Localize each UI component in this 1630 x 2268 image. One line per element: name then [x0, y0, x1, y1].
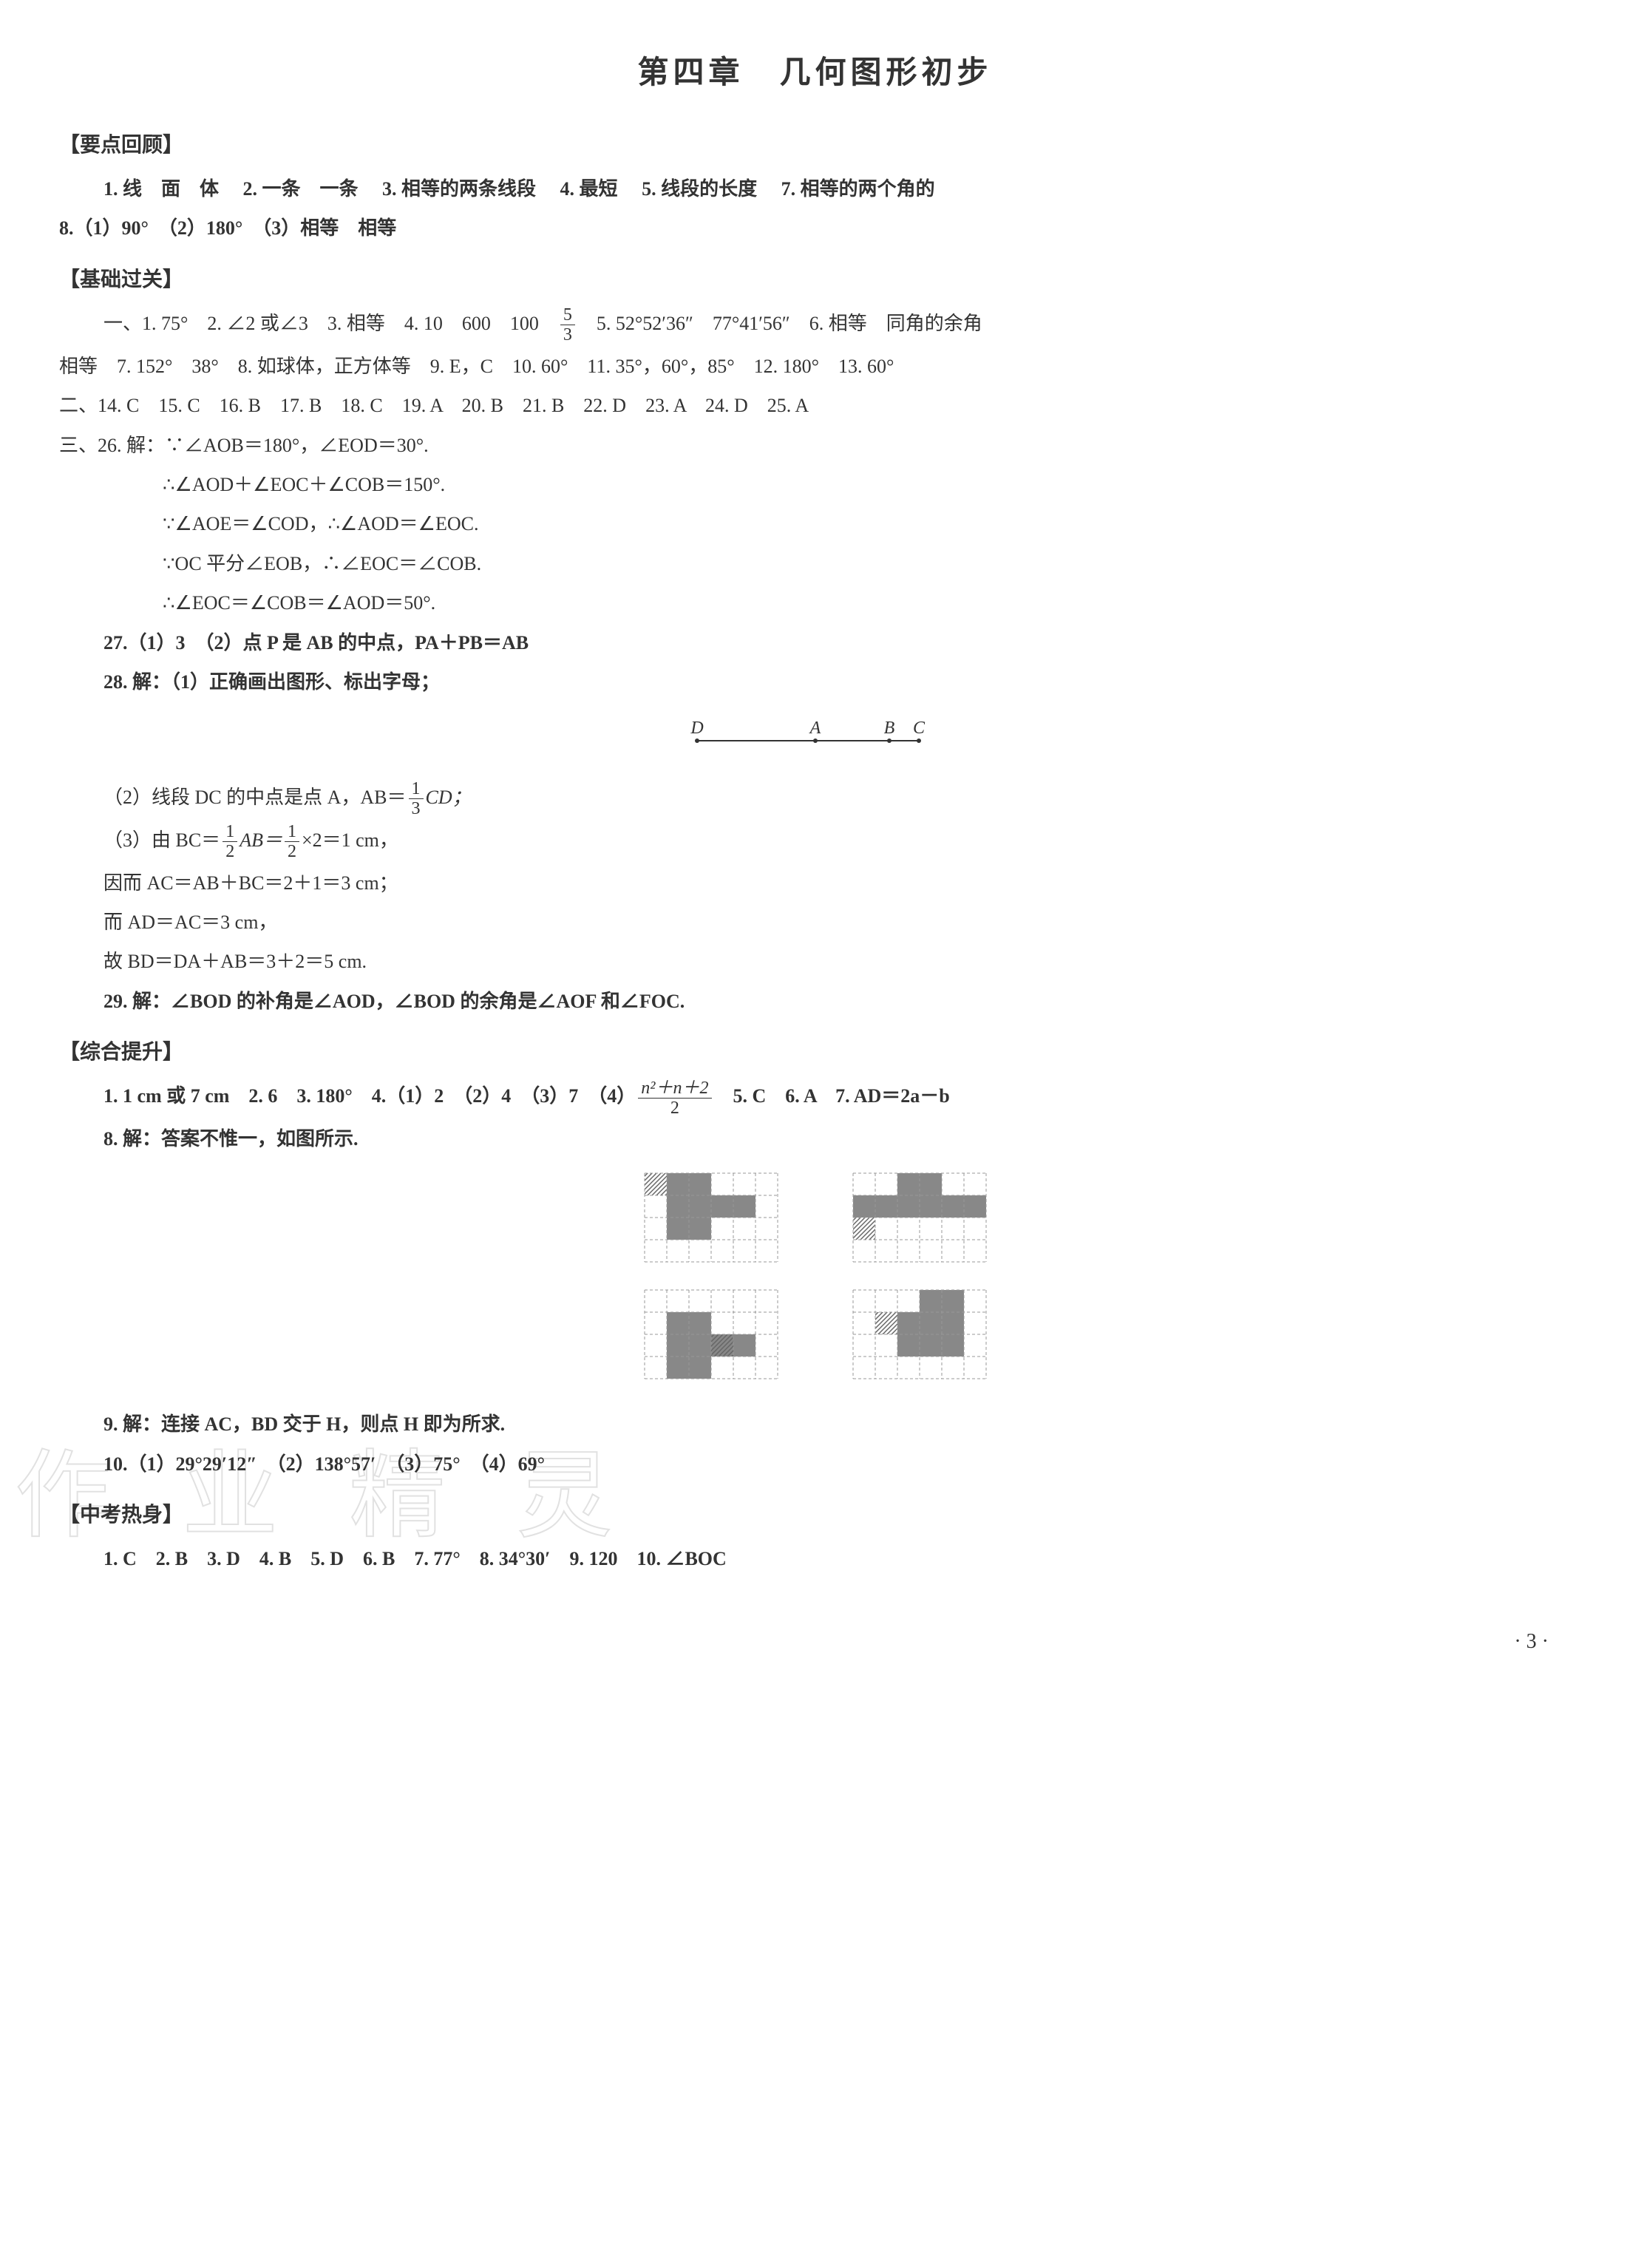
text: （2）线段 DC 的中点是点 A，AB＝ [103, 787, 407, 808]
text: 1. C 2. B 3. D 4. B 5. D 6. B 7. 77° 8. … [103, 1548, 727, 1569]
svg-text:C: C [912, 719, 925, 738]
text: 27.（1）3 （2）点 P 是 AB 的中点，PA＋PB＝AB [103, 632, 529, 653]
grid-figure-4 [852, 1289, 987, 1391]
text: 10.（1）29°29′12″ （2）138°57′ （3）75° （4）69° [103, 1453, 545, 1475]
basic-line-11: （2）线段 DC 的中点是点 A，AB＝13CD； [103, 779, 1571, 819]
text: ×2＝1 cm， [302, 829, 398, 851]
fraction-poly: n²＋n＋22 [638, 1079, 711, 1118]
basic-line-16: 29. 解：∠BOD 的补角是∠AOD，∠BOD 的余角是∠AOF 和∠FOC. [103, 983, 1571, 1019]
fraction-1-3: 13 [409, 779, 424, 819]
item-1: 1. 线 面 体 [103, 178, 238, 200]
text: 1. 1 cm 或 7 cm 2. 6 3. 180° 4.（1）2 （2）4 … [103, 1085, 636, 1107]
text: 29. 解：∠BOD 的补角是∠AOD，∠BOD 的余角是∠AOF 和∠FOC. [103, 991, 685, 1012]
numerator: 1 [285, 822, 299, 842]
text: （3）由 BC＝ [103, 829, 220, 851]
text: CD； [426, 787, 472, 808]
advanced-line-1: 1. 1 cm 或 7 cm 2. 6 3. 180° 4.（1）2 （2）4 … [103, 1078, 1571, 1118]
basic-line-15: 故 BD＝DA＋AB＝3＋2＝5 cm. [103, 943, 1571, 979]
section-header-review: 【要点回顾】 [59, 126, 1571, 165]
text: 5. C 6. A 7. AD＝2a－b [714, 1085, 950, 1107]
review-line-1: 1. 线 面 体 2. 一条 一条 3. 相等的两条线段 4. 最短 5. 线段… [103, 171, 1571, 207]
line-segment-figure: D A BC [59, 715, 1571, 764]
fraction-1-2a: 12 [223, 822, 237, 862]
basic-line-7: ∵OC 平分∠EOB，∴∠EOC＝∠COB. [163, 546, 1571, 582]
advanced-line-2: 8. 解：答案不惟一，如图所示. [103, 1121, 1571, 1157]
item-7: 7. 相等的两个角的 [781, 178, 935, 200]
grid-figures-row-2 [59, 1289, 1571, 1391]
basic-line-12: （3）由 BC＝12AB＝12×2＝1 cm， [103, 822, 1571, 862]
fraction-5-3: 53 [560, 305, 575, 345]
item-5: 5. 线段的长度 [642, 178, 776, 200]
basic-line-13: 因而 AC＝AB＋BC＝2＋1＝3 cm； [103, 865, 1571, 901]
review-line-2: 8.（1）90° （2）180° （3）相等 相等 [59, 210, 1571, 246]
grid-figure-1 [644, 1172, 778, 1274]
basic-line-6: ∵∠AOE＝∠COD，∴∠AOD＝∠EOC. [163, 506, 1571, 542]
text: 一、1. 75° 2. ∠2 或∠3 3. 相等 4. 10 600 100 [103, 313, 558, 334]
text: 28. 解：（1）正确画出图形、标出字母； [103, 671, 440, 693]
numerator: n²＋n＋2 [638, 1079, 711, 1099]
section-header-advanced: 【综合提升】 [59, 1033, 1571, 1072]
text: 8. 解：答案不惟一，如图所示. [103, 1128, 359, 1150]
grid-figure-2 [852, 1172, 987, 1274]
svg-text:D: D [690, 719, 703, 738]
basic-line-3: 二、14. C 15. C 16. B 17. B 18. C 19. A 20… [59, 387, 1571, 424]
advanced-line-4: 10.（1）29°29′12″ （2）138°57′ （3）75° （4）69° [103, 1446, 1571, 1482]
basic-line-9: 27.（1）3 （2）点 P 是 AB 的中点，PA＋PB＝AB [103, 625, 1571, 661]
numerator: 5 [560, 305, 575, 325]
item-2: 2. 一条 一条 [243, 178, 378, 200]
numerator: 1 [409, 779, 424, 799]
basic-line-14: 而 AD＝AC＝3 cm， [103, 904, 1571, 940]
section-header-basic: 【基础过关】 [59, 260, 1571, 299]
numerator: 1 [223, 822, 237, 842]
denominator: 2 [285, 842, 299, 861]
section-header-exam: 【中考热身】 [59, 1495, 1571, 1535]
svg-text:A: A [808, 719, 821, 738]
advanced-line-3: 9. 解：连接 AC，BD 交于 H，则点 H 即为所求. [103, 1406, 1571, 1442]
text: AB＝ [240, 829, 282, 851]
denominator: 2 [223, 842, 237, 861]
grid-figures-row-1 [59, 1172, 1571, 1274]
basic-line-10: 28. 解：（1）正确画出图形、标出字母； [103, 664, 1571, 700]
chapter-title: 第四章 几何图形初步 [59, 44, 1571, 103]
fraction-1-2b: 12 [285, 822, 299, 862]
text: 5. 52°52′36″ 77°41′56″ 6. 相等 同角的余角 [577, 313, 982, 334]
basic-line-4: 三、26. 解：∵∠AOB＝180°，∠EOD＝30°. [59, 427, 1571, 464]
page-number: · 3 · [59, 1622, 1549, 1661]
item-8: 8.（1）90° （2）180° （3）相等 相等 [59, 217, 396, 239]
basic-line-1: 一、1. 75° 2. ∠2 或∠3 3. 相等 4. 10 600 100 5… [103, 305, 1571, 345]
basic-line-8: ∴∠EOC＝∠COB＝∠AOD＝50°. [163, 585, 1571, 621]
item-3: 3. 相等的两条线段 [382, 178, 555, 200]
grid-figure-3 [644, 1289, 778, 1391]
denominator: 3 [409, 799, 424, 818]
basic-line-2: 相等 7. 152° 38° 8. 如球体，正方体等 9. E，C 10. 60… [59, 348, 1571, 384]
denominator: 3 [560, 325, 575, 344]
svg-text:B: B [883, 719, 894, 738]
basic-line-5: ∴∠AOD＋∠EOC＋∠COB＝150°. [163, 466, 1571, 503]
text: 9. 解：连接 AC，BD 交于 H，则点 H 即为所求. [103, 1413, 505, 1435]
item-4: 4. 最短 [560, 178, 637, 200]
denominator: 2 [638, 1099, 711, 1118]
exam-line-1: 1. C 2. B 3. D 4. B 5. D 6. B 7. 77° 8. … [103, 1541, 1571, 1577]
